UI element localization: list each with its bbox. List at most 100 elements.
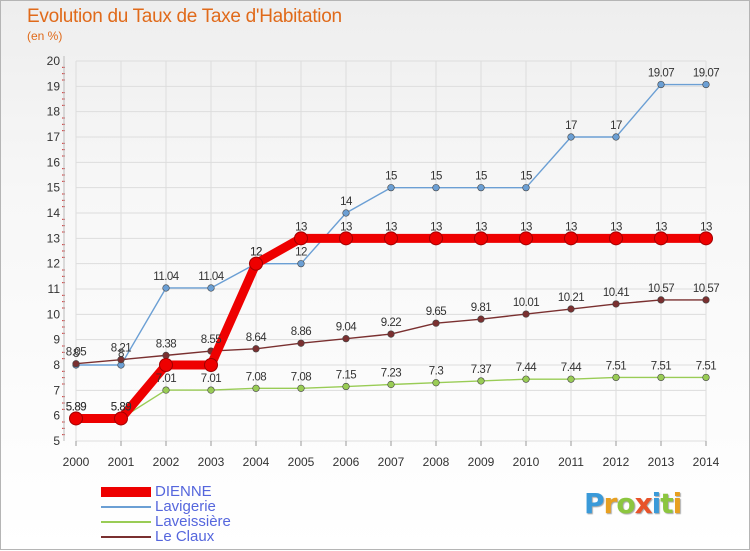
data-label: 17 xyxy=(565,120,577,132)
data-label: 8.55 xyxy=(201,334,221,346)
x-tick-label: 2005 xyxy=(288,455,315,469)
data-label: 12 xyxy=(295,247,307,259)
x-tick-label: 2002 xyxy=(153,455,180,469)
y-tick-label: 18 xyxy=(47,105,61,119)
data-point xyxy=(252,345,260,353)
x-tick-label: 2008 xyxy=(423,455,450,469)
data-point xyxy=(297,384,305,392)
data-label: 7.01 xyxy=(156,373,176,385)
data-point xyxy=(567,305,575,313)
data-point xyxy=(162,386,170,394)
x-tick-label: 2003 xyxy=(198,455,225,469)
data-point xyxy=(567,375,575,383)
legend-item: Lavigerie xyxy=(101,499,231,514)
x-tick-label: 2011 xyxy=(558,455,584,469)
data-label: 10.01 xyxy=(513,297,539,309)
y-tick-label: 17 xyxy=(47,130,61,144)
data-label: 7.01 xyxy=(201,373,221,385)
data-label: 8.86 xyxy=(291,326,311,338)
data-point xyxy=(699,231,713,246)
data-label: 13 xyxy=(475,221,487,233)
y-tick-label: 6 xyxy=(53,409,60,423)
data-label: 7.51 xyxy=(651,360,671,372)
data-label: 9.65 xyxy=(426,306,446,318)
data-label: 8.64 xyxy=(246,332,267,344)
data-label: 10.21 xyxy=(558,292,584,304)
data-point xyxy=(72,360,80,368)
logo-letter: i xyxy=(672,487,683,520)
x-tick-label: 2012 xyxy=(603,455,630,469)
data-label: 12 xyxy=(250,247,262,259)
data-point xyxy=(249,256,263,271)
x-tick-label: 2009 xyxy=(468,455,495,469)
data-point xyxy=(339,231,353,246)
data-label: 7.37 xyxy=(471,364,491,376)
data-label: 13 xyxy=(295,221,307,233)
data-point xyxy=(432,319,440,327)
data-label: 7.51 xyxy=(696,360,716,372)
data-point xyxy=(612,133,620,141)
x-tick-label: 2014 xyxy=(693,455,720,469)
data-label: 13 xyxy=(565,221,577,233)
legend-swatch xyxy=(101,535,151,538)
y-tick-label: 10 xyxy=(47,307,61,321)
logo-letter: r xyxy=(603,487,618,520)
data-point xyxy=(204,358,218,372)
data-label: 9.22 xyxy=(381,317,401,329)
logo-letter: x xyxy=(634,487,653,520)
data-label: 11.04 xyxy=(153,271,180,283)
legend: DIENNE Lavigerie Laveissière Le Claux xyxy=(101,484,231,544)
data-point xyxy=(252,384,260,392)
data-point xyxy=(294,231,308,246)
logo-letter: i xyxy=(651,487,662,520)
data-label: 13 xyxy=(655,221,667,233)
data-label: 7.23 xyxy=(381,368,401,380)
data-point xyxy=(432,379,440,387)
data-point xyxy=(387,330,395,338)
data-point xyxy=(162,284,170,292)
data-point xyxy=(612,300,620,308)
logo-letter: o xyxy=(616,487,635,520)
data-point xyxy=(702,80,710,89)
data-point xyxy=(432,184,440,192)
data-point xyxy=(612,373,620,382)
data-point xyxy=(342,382,350,391)
data-label: 7.08 xyxy=(246,371,266,383)
data-point xyxy=(477,315,485,323)
data-point xyxy=(207,386,215,394)
data-label: 8 xyxy=(118,348,124,360)
data-label: 12 xyxy=(250,247,262,259)
y-tick-label: 7 xyxy=(53,383,60,397)
y-tick-label: 15 xyxy=(47,181,61,195)
legend-label: Lavigerie xyxy=(155,498,216,515)
data-label: 14 xyxy=(340,196,353,208)
data-label: 13 xyxy=(700,221,712,233)
data-label: 13 xyxy=(430,221,442,233)
data-point xyxy=(297,260,305,268)
data-label: 8 xyxy=(73,348,79,360)
data-label: 7.3 xyxy=(429,366,444,378)
data-point xyxy=(387,380,395,389)
data-point xyxy=(564,231,578,246)
data-point xyxy=(657,296,665,304)
data-label: 13 xyxy=(385,221,397,233)
data-label: 7.15 xyxy=(336,370,356,382)
data-point xyxy=(522,310,530,318)
data-point xyxy=(387,184,395,192)
data-point xyxy=(519,231,533,246)
data-label: 19.07 xyxy=(693,68,719,80)
data-label: 15 xyxy=(385,171,397,183)
data-label: 8.05 xyxy=(66,347,86,359)
data-point xyxy=(657,373,665,382)
legend-item: Laveissière xyxy=(101,514,231,529)
data-point xyxy=(384,231,398,246)
data-label: 7.44 xyxy=(516,362,537,374)
y-tick-label: 12 xyxy=(47,257,61,271)
data-point xyxy=(522,375,530,383)
data-label: 7.51 xyxy=(606,360,626,372)
data-point xyxy=(159,358,173,372)
data-point xyxy=(429,231,443,246)
data-label: 10.57 xyxy=(693,283,719,295)
data-point xyxy=(297,339,305,347)
